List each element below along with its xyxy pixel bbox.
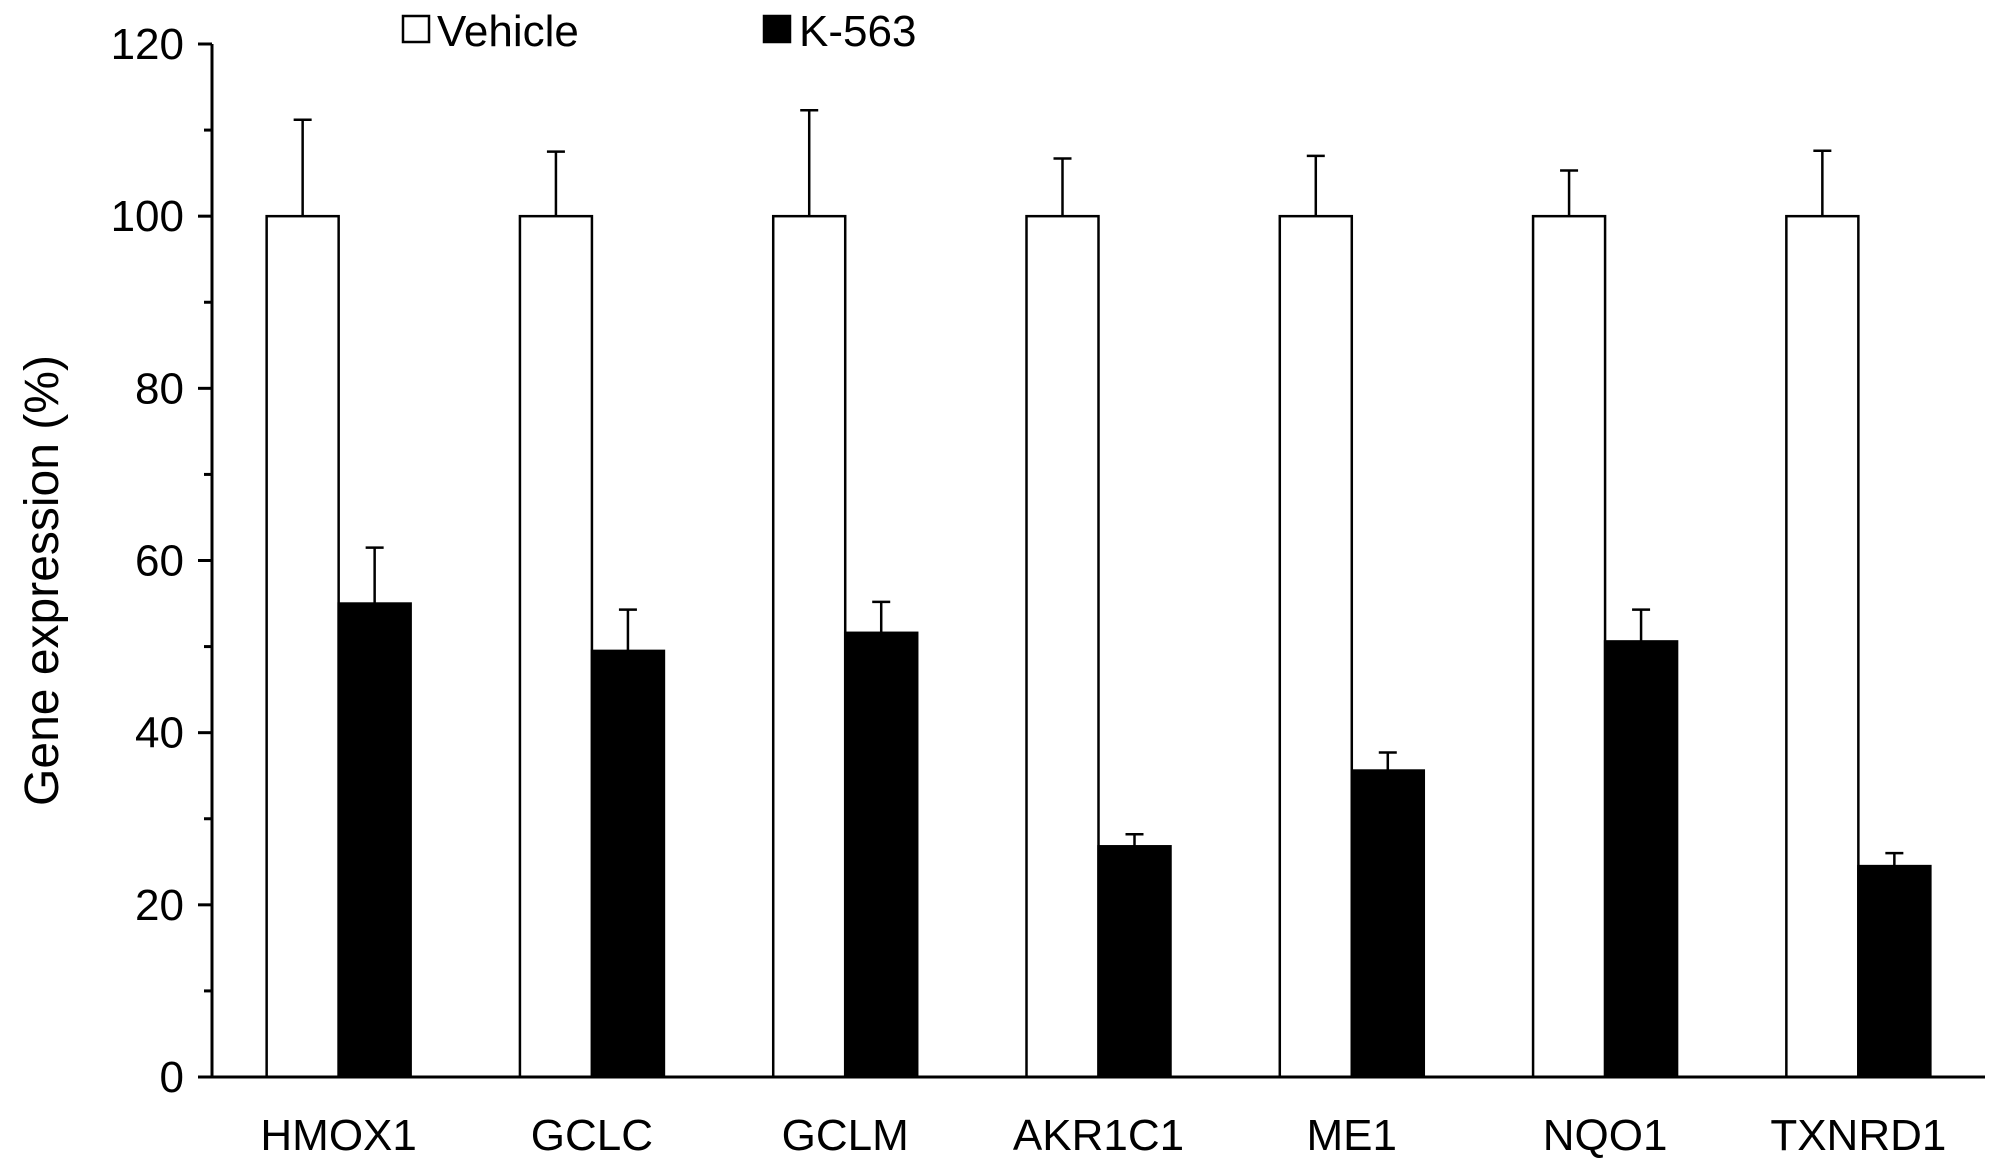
bar-vehicle: [518, 214, 594, 1079]
bar-vehicle: [265, 214, 340, 1079]
bar-k563: [843, 631, 919, 1079]
y-axis-title: Gene expression (%): [16, 355, 69, 806]
error-bars-layer: [293, 109, 1904, 867]
bar-k563: [1857, 864, 1932, 1079]
y-tick-label: 100: [111, 192, 184, 241]
bar-vehicle: [1531, 214, 1607, 1079]
bar-vehicle: [1025, 214, 1100, 1079]
bar-k563: [337, 602, 412, 1079]
x-tick-label: ME1: [1307, 1111, 1397, 1160]
bar-k563: [1097, 845, 1172, 1079]
x-tick-label: NQO1: [1543, 1111, 1668, 1160]
legend: Vehicle K-563: [401, 7, 916, 56]
legend-swatch-k563: [762, 14, 792, 44]
x-tick-label: HMOX1: [260, 1111, 416, 1160]
bar-vehicle: [1278, 214, 1354, 1079]
bar-k563: [590, 649, 666, 1079]
y-tick-label: 40: [135, 709, 184, 758]
legend-label-vehicle: Vehicle: [437, 7, 579, 56]
y-tick-label: 120: [111, 20, 184, 69]
y-tick-label: 0: [160, 1053, 184, 1102]
legend-swatch-vehicle: [401, 14, 431, 44]
y-ticks: 0 20 40 60 80 100 120: [111, 20, 212, 1102]
y-tick-label: 20: [135, 881, 184, 930]
bar-k563: [1603, 640, 1679, 1079]
y-tick-label: 80: [135, 364, 184, 413]
x-tick-label: TXNRD1: [1770, 1111, 1946, 1160]
bars-layer: [265, 214, 1932, 1079]
x-tick-label: AKR1C1: [1013, 1111, 1184, 1160]
y-tick-label: 60: [135, 537, 184, 586]
x-tick-label: GCLM: [782, 1111, 909, 1160]
bar-k563: [1350, 769, 1426, 1079]
x-tick-label: GCLC: [531, 1111, 653, 1160]
bar-vehicle: [771, 214, 847, 1079]
x-tick-labels: HMOX1 GCLC GCLM AKR1C1 ME1 NQO1 TXNRD1: [260, 1111, 1946, 1160]
legend-label-k563: K-563: [799, 7, 916, 56]
bar-vehicle: [1785, 214, 1860, 1079]
